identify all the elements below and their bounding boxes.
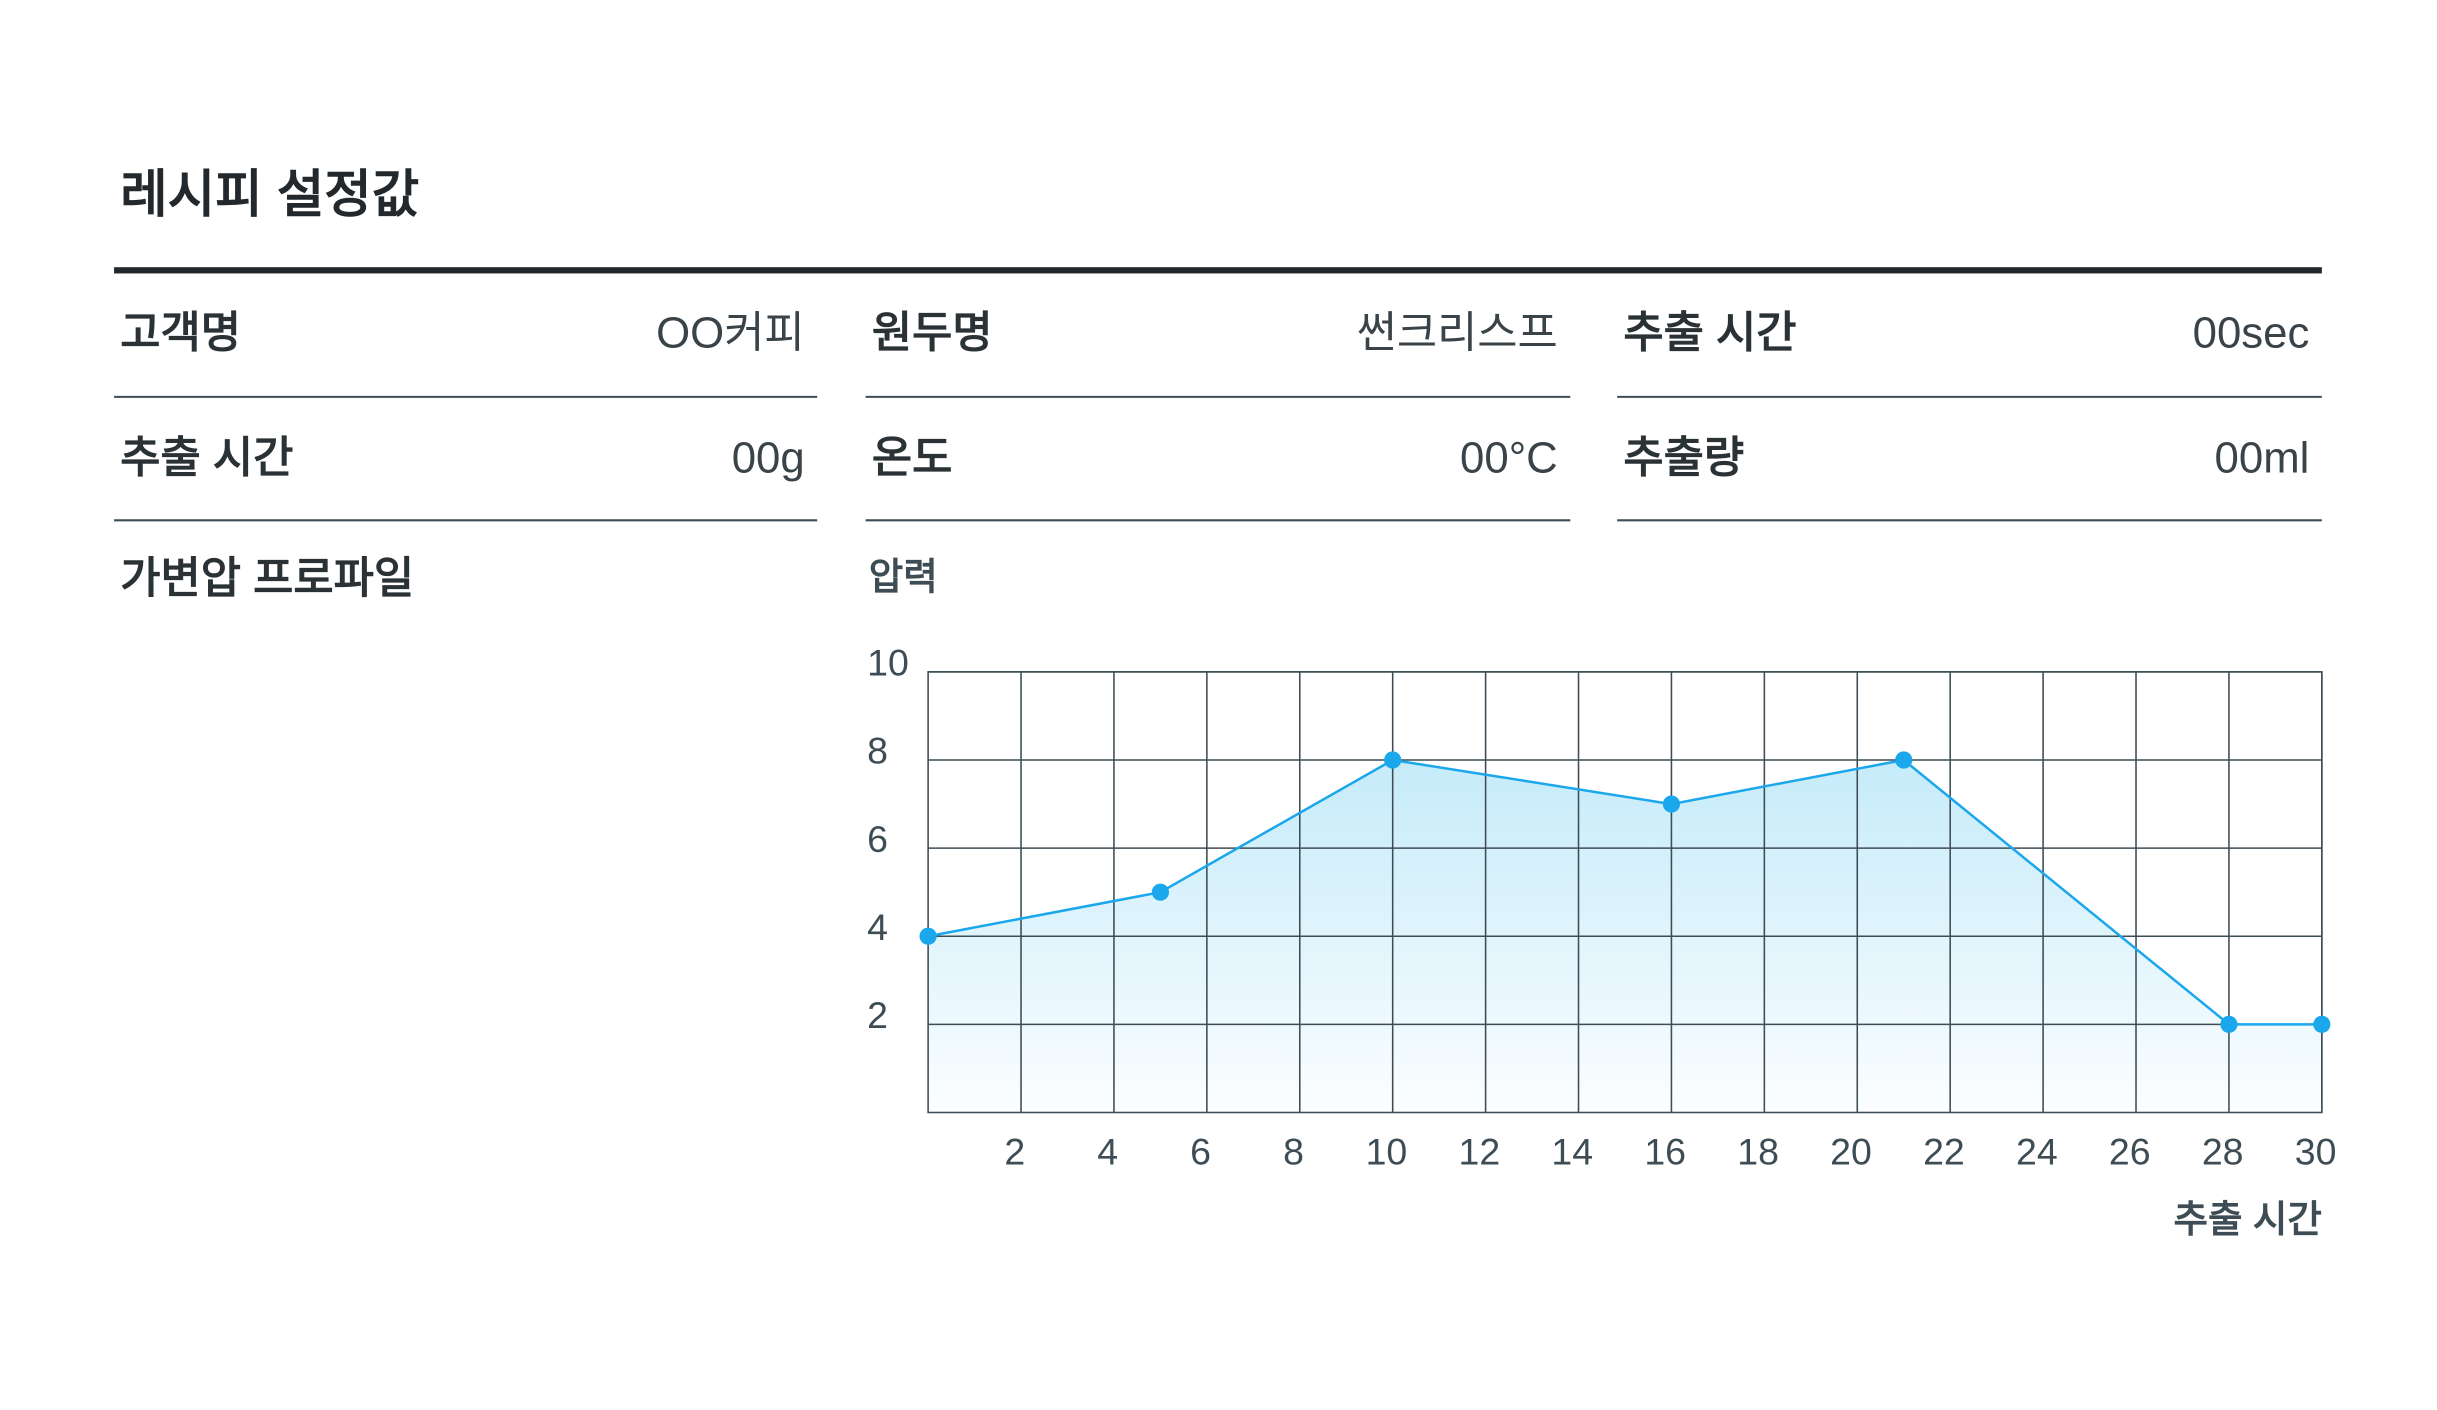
x-tick-label: 24	[2016, 1131, 2058, 1173]
point	[2313, 1015, 2331, 1033]
x-tick-label: 12	[1459, 1131, 1501, 1173]
field-label: 추출 시간	[120, 433, 293, 482]
point	[2220, 1015, 2238, 1033]
y-axis-title: 압력	[869, 556, 938, 598]
field-value: OO커피	[656, 308, 805, 357]
field-value: 00g	[732, 433, 805, 482]
panel-title: 레시피 설정값	[120, 165, 419, 223]
y-tick-label: 10	[867, 642, 909, 684]
y-tick-label: 8	[867, 730, 888, 772]
field-label: 추출 시간	[1623, 308, 1796, 357]
x-tick-label: 4	[1097, 1131, 1118, 1173]
x-tick-label: 14	[1551, 1131, 1593, 1173]
x-tick-label: 2	[1004, 1131, 1025, 1173]
point	[919, 927, 937, 945]
point	[1151, 883, 1169, 901]
title-rule	[114, 267, 2322, 274]
x-tick-label: 18	[1737, 1131, 1779, 1173]
y-tick-label: 6	[867, 818, 888, 860]
x-tick-label: 8	[1283, 1131, 1304, 1173]
x-tick-label: 22	[1923, 1131, 1965, 1173]
field-label: 온도	[872, 433, 952, 482]
field-value: 00ml	[2215, 433, 2310, 482]
x-tick-label: 26	[2109, 1131, 2151, 1173]
x-tick-label: 16	[1644, 1131, 1686, 1173]
y-tick-label: 4	[867, 906, 888, 948]
field-label: 원두명	[872, 308, 993, 357]
field-label: 추출량	[1623, 433, 1744, 482]
field-value: 썬크리스프	[1357, 308, 1558, 357]
section-label: 가변압 프로파일	[120, 554, 414, 603]
field-label: 고객명	[120, 308, 241, 357]
x-tick-label: 6	[1190, 1131, 1211, 1173]
x-tick-label: 30	[2295, 1131, 2337, 1173]
x-axis-title: 추출 시간	[2173, 1198, 2321, 1240]
y-tick-label: 2	[867, 994, 888, 1036]
point	[1384, 751, 1402, 769]
x-tick-label: 28	[2202, 1131, 2244, 1173]
point	[1895, 751, 1913, 769]
field-value: 00°C	[1460, 433, 1558, 482]
x-tick-label: 20	[1830, 1131, 1872, 1173]
x-tick-label: 10	[1366, 1131, 1408, 1173]
point	[1662, 795, 1681, 813]
field-value: 00sec	[2193, 308, 2310, 357]
